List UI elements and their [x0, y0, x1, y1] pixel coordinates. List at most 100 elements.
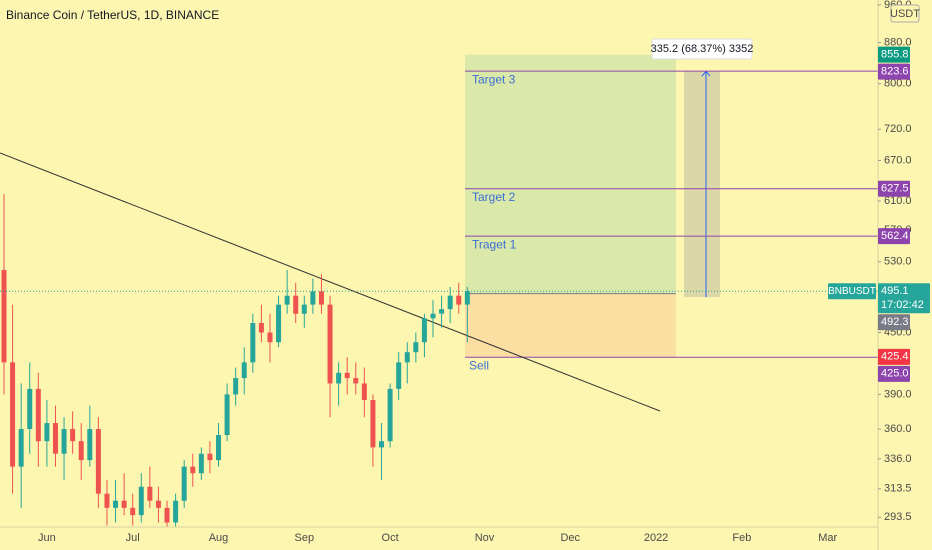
price-tag: [878, 63, 910, 80]
candle-body: [336, 372, 342, 384]
candle-body: [95, 429, 101, 494]
price-tag-label: 495.1: [881, 285, 909, 297]
candle-body: [327, 304, 333, 384]
level-label: Sell: [469, 358, 489, 372]
candle-body: [207, 453, 213, 461]
measure-label: 335.2 (68.37%) 3352: [651, 43, 754, 55]
y-tick-label: 670.0: [884, 154, 912, 166]
candle-body: [456, 295, 462, 305]
candle-body: [396, 362, 402, 389]
countdown: 17:02:42: [881, 299, 924, 311]
candle-body: [370, 399, 376, 448]
x-tick-label: Jun: [38, 532, 56, 544]
price-tag-label: 562.4: [881, 230, 909, 242]
candle-body: [404, 352, 410, 363]
price-axis: [878, 0, 932, 550]
y-tick-label: 336.0: [884, 453, 912, 465]
currency: USDT: [890, 8, 920, 20]
y-tick-label: 293.5: [884, 511, 912, 523]
candle-body: [464, 291, 470, 305]
measure-zone: [684, 71, 720, 298]
price-tag: [878, 283, 930, 314]
candle-body: [430, 313, 436, 319]
price-tag: [878, 314, 910, 331]
candle-body: [18, 429, 24, 467]
candle-body: [181, 466, 187, 501]
price-tag: [878, 46, 910, 63]
candle-body: [353, 378, 359, 384]
candle-body: [104, 493, 110, 508]
y-tick-label: 530.0: [884, 256, 912, 268]
candle-body: [10, 362, 16, 467]
candle-body: [190, 466, 196, 474]
time-axis: [0, 527, 878, 550]
candle-body: [241, 362, 247, 379]
candle-body: [130, 507, 136, 516]
candle-body: [310, 291, 316, 305]
price-tag-label: 823.6: [881, 66, 909, 78]
y-tick-label: 390.0: [884, 388, 912, 400]
x-tick-label: Sep: [295, 532, 315, 544]
price-tag-label: 425.4: [881, 351, 909, 363]
candle-body: [70, 429, 76, 442]
candle-body: [387, 388, 393, 442]
level-label: Target 2: [472, 190, 516, 204]
price-tag-label: 855.8: [881, 49, 909, 61]
candle-body: [361, 383, 367, 400]
candle-body: [138, 486, 144, 516]
chart-title: Binance Coin / TetherUS, 1D, BINANCE: [6, 8, 219, 22]
candle-body: [439, 309, 445, 314]
candle-body: [173, 500, 179, 523]
candle-body: [250, 323, 256, 363]
price-tag-label: 425.0: [881, 368, 909, 380]
candle-body: [258, 323, 264, 333]
candle-body: [164, 507, 170, 523]
symbol-tag: [828, 283, 876, 300]
candle-body: [379, 441, 385, 448]
candle-body: [293, 295, 299, 314]
candle-body: [318, 291, 324, 305]
candle-body: [35, 388, 41, 442]
level-label: Traget 1: [472, 237, 517, 251]
trend-line: [0, 152, 661, 412]
y-tick-label: 610.0: [884, 195, 912, 207]
candle-body: [447, 295, 453, 310]
candle-body: [344, 372, 350, 379]
candle-body: [52, 423, 58, 454]
candle-body: [121, 500, 127, 508]
candle-body: [284, 295, 290, 305]
candle-body: [147, 486, 153, 501]
candle-body: [216, 435, 221, 461]
candle-body: [113, 500, 119, 508]
currency-box: [890, 4, 920, 23]
x-tick-label: Feb: [732, 532, 751, 544]
x-tick-label: 2022: [644, 532, 668, 544]
price-tag: [878, 365, 910, 382]
y-tick-label: 360.0: [884, 423, 912, 435]
candle-body: [224, 394, 230, 436]
price-tag-label: 492.3: [881, 316, 909, 328]
candle-body: [87, 429, 93, 461]
symbol-tag-label: BNBUSDT: [828, 286, 876, 297]
candle-body: [1, 270, 7, 363]
price-tag: [878, 348, 910, 365]
candle-body: [27, 388, 33, 430]
x-tick-label: Dec: [560, 532, 580, 544]
x-tick-label: Jul: [126, 532, 140, 544]
price-tag: [878, 180, 910, 197]
y-tick-label: 313.5: [884, 483, 912, 495]
candle-body: [78, 441, 84, 461]
candle-body: [198, 453, 204, 474]
candle-body: [267, 332, 273, 343]
price-tag: [878, 228, 910, 245]
candle-body: [61, 429, 67, 454]
y-tick-label: 720.0: [884, 123, 912, 135]
candle-body: [155, 500, 161, 508]
y-tick-label: 800.0: [884, 78, 912, 90]
candle-body: [413, 342, 419, 353]
price-tag-label: 627.5: [881, 183, 909, 195]
candle-body: [301, 304, 307, 314]
candle-body: [276, 304, 282, 343]
